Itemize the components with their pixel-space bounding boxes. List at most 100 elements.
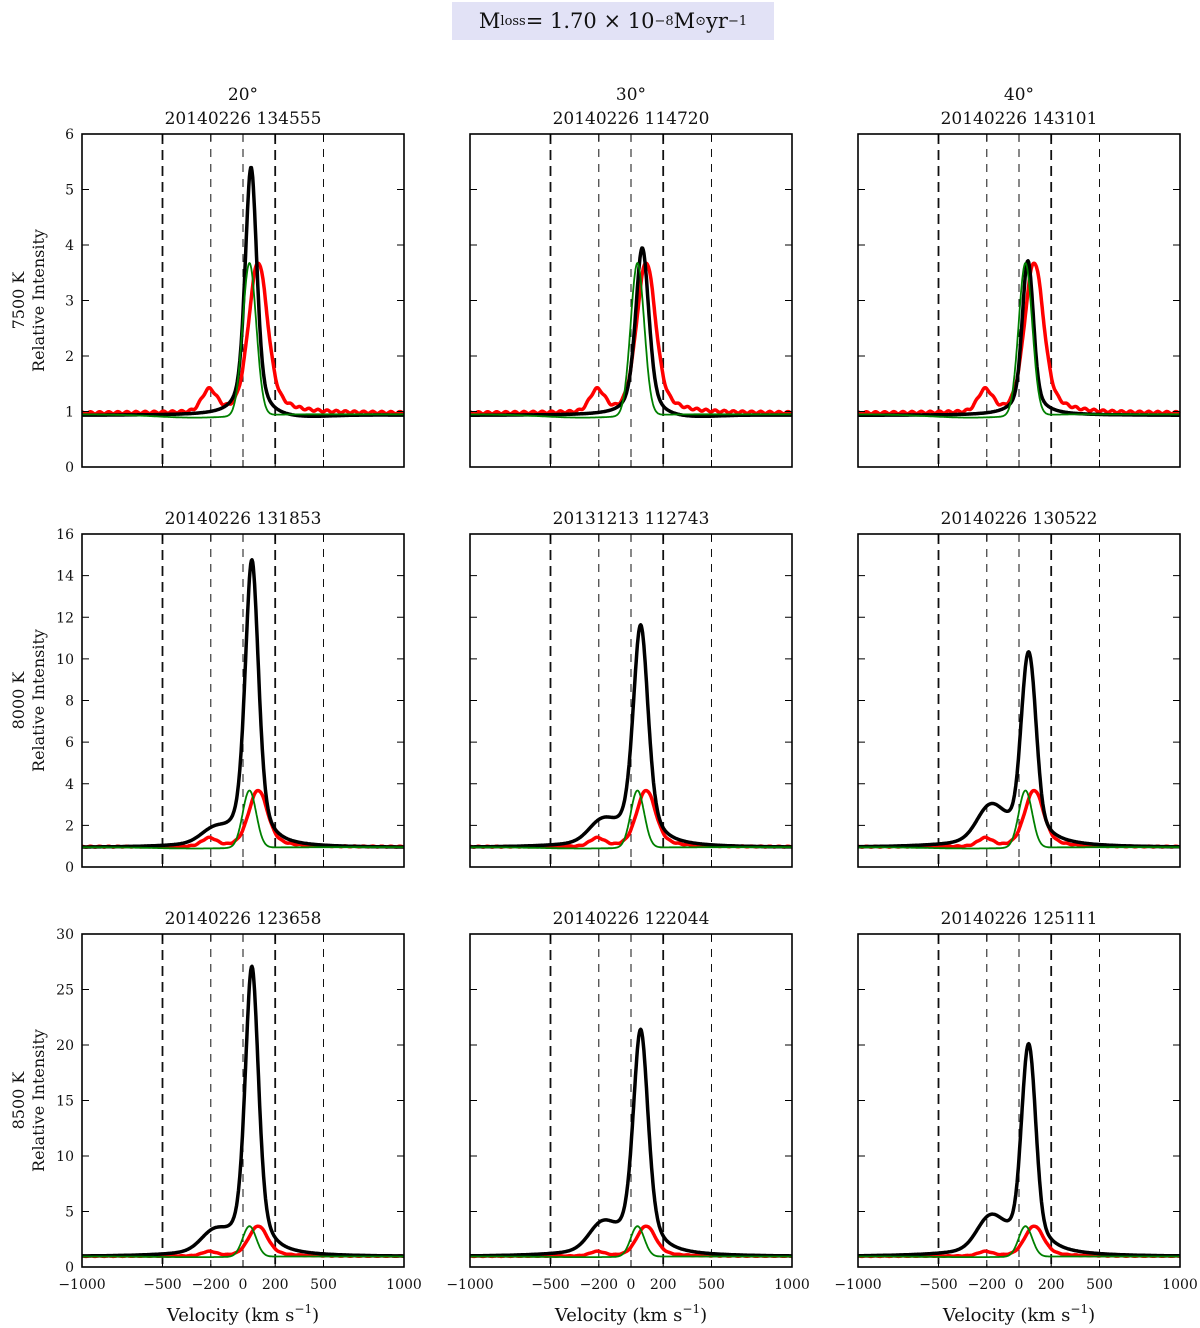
panel-obs-id: 20140226 134555 xyxy=(165,109,322,129)
x-axis-label-exp: −1 xyxy=(1070,1302,1088,1316)
y-tick-label: 30 xyxy=(56,927,74,943)
x-tick-label: 0 xyxy=(239,1277,248,1293)
photosphere-profile-line xyxy=(469,1225,793,1258)
column-title: 20° xyxy=(228,85,258,105)
x-tick-label: −500 xyxy=(531,1277,569,1293)
model-profile-line xyxy=(856,650,1182,849)
y-tick-label: 5 xyxy=(65,183,74,199)
x-axis-label: Velocity (km s−1) xyxy=(166,1302,319,1326)
panel-obs-id: 20140226 125111 xyxy=(941,909,1098,929)
x-tick-label: −200 xyxy=(192,1277,230,1293)
x-axis-label: Velocity (km s−1) xyxy=(554,1302,707,1326)
y-tick-label: 14 xyxy=(56,569,74,585)
title-exp: −8 xyxy=(654,13,674,29)
x-tick-label: 1000 xyxy=(774,1277,810,1293)
y-tick-label: 6 xyxy=(65,127,74,143)
x-tick-label: 200 xyxy=(262,1277,289,1293)
row-temperature-label: 8000 K xyxy=(9,671,28,730)
panel-obs-id: 20140226 122044 xyxy=(553,909,710,929)
x-axis-label-text: Velocity (km s xyxy=(942,1305,1071,1326)
x-tick-label: 500 xyxy=(310,1277,337,1293)
y-tick-label: 25 xyxy=(56,983,74,999)
y-tick-label: 2 xyxy=(65,349,74,365)
column-title: 30° xyxy=(616,85,646,105)
x-axis-label-text: Velocity (km s xyxy=(554,1305,683,1326)
y-axis-label: Relative Intensity xyxy=(29,629,48,772)
panel-obs-id: 20140226 114720 xyxy=(553,109,710,129)
x-tick-label: 0 xyxy=(627,1277,636,1293)
y-tick-label: 10 xyxy=(56,1149,74,1165)
x-axis-label-close: ) xyxy=(1088,1305,1095,1326)
y-tick-label: 12 xyxy=(56,610,74,626)
x-axis-label-close: ) xyxy=(700,1305,707,1326)
title-middle: = 1.70 × 10 xyxy=(525,9,655,33)
x-tick-label: 1000 xyxy=(386,1277,422,1293)
x-axis-label-close: ) xyxy=(312,1305,319,1326)
x-axis-label: Velocity (km s−1) xyxy=(942,1302,1095,1326)
y-tick-label: 15 xyxy=(56,1094,74,1110)
row-temperature-label: 7500 K xyxy=(9,271,28,330)
title-unit-exp: −1 xyxy=(727,13,748,29)
x-tick-label: −500 xyxy=(143,1277,181,1293)
y-tick-label: 16 xyxy=(56,527,74,543)
model-profile-line xyxy=(80,558,406,849)
x-tick-label: 200 xyxy=(1038,1277,1065,1293)
x-tick-label: 500 xyxy=(698,1277,725,1293)
y-tick-label: 6 xyxy=(65,735,74,751)
photosphere-profile-line xyxy=(469,789,793,850)
title-m: M xyxy=(478,9,501,33)
y-tick-label: 0 xyxy=(65,860,74,876)
panel-obs-id: 20140226 130522 xyxy=(941,509,1098,529)
y-tick-label: 1 xyxy=(65,405,74,421)
title-unit-sub: ⊙ xyxy=(695,13,707,29)
x-tick-label: −1000 xyxy=(446,1277,493,1293)
x-tick-label: −1000 xyxy=(834,1277,881,1293)
panel-obs-id: 20140226 123658 xyxy=(165,909,322,929)
panel-obs-id: 20140226 131853 xyxy=(165,509,322,529)
observed-profile-line xyxy=(80,261,406,416)
column-title: 40° xyxy=(1004,85,1034,105)
model-profile-line xyxy=(468,1027,794,1258)
x-tick-label: 1000 xyxy=(1162,1277,1198,1293)
panel-obs-id: 20131213 112743 xyxy=(553,509,710,529)
x-tick-label: −200 xyxy=(968,1277,1006,1293)
title-unit-yr: yr xyxy=(706,9,728,33)
model-profile-line xyxy=(468,623,794,849)
panel-obs-id: 20140226 143101 xyxy=(941,109,1098,129)
x-tick-label: −1000 xyxy=(58,1277,105,1293)
photosphere-profile-line xyxy=(81,1225,405,1258)
photosphere-profile-line xyxy=(857,262,1181,419)
y-tick-label: 8 xyxy=(65,694,74,710)
y-axis-label: Relative Intensity xyxy=(29,1029,48,1172)
photosphere-profile-line xyxy=(857,789,1181,850)
photosphere-profile-line xyxy=(857,1225,1181,1258)
photosphere-profile-line xyxy=(469,262,793,419)
y-tick-label: 3 xyxy=(65,294,74,310)
x-tick-label: 0 xyxy=(1015,1277,1024,1293)
row-temperature-label: 8500 K xyxy=(9,1071,28,1130)
y-tick-label: 0 xyxy=(65,460,74,476)
photosphere-profile-line xyxy=(81,262,405,419)
y-tick-label: 5 xyxy=(65,1205,74,1221)
x-tick-label: −200 xyxy=(580,1277,618,1293)
y-axis-label: Relative Intensity xyxy=(29,229,48,372)
x-tick-label: 200 xyxy=(650,1277,677,1293)
x-axis-label-text: Velocity (km s xyxy=(166,1305,295,1326)
title-unit-m: M xyxy=(673,9,696,33)
x-axis-label-exp: −1 xyxy=(294,1302,312,1316)
x-axis-label-exp: −1 xyxy=(682,1302,700,1316)
title-sub: loss xyxy=(500,13,526,29)
x-tick-label: 500 xyxy=(1086,1277,1113,1293)
x-tick-label: −500 xyxy=(919,1277,957,1293)
photosphere-profile-line xyxy=(81,789,405,850)
y-tick-label: 0 xyxy=(65,1260,74,1276)
y-tick-label: 4 xyxy=(65,777,74,793)
model-profile-line xyxy=(80,964,406,1258)
model-profile-line xyxy=(856,1041,1182,1258)
y-tick-label: 10 xyxy=(56,652,74,668)
y-tick-label: 4 xyxy=(65,238,74,254)
y-tick-label: 2 xyxy=(65,818,74,834)
y-tick-label: 20 xyxy=(56,1038,74,1054)
